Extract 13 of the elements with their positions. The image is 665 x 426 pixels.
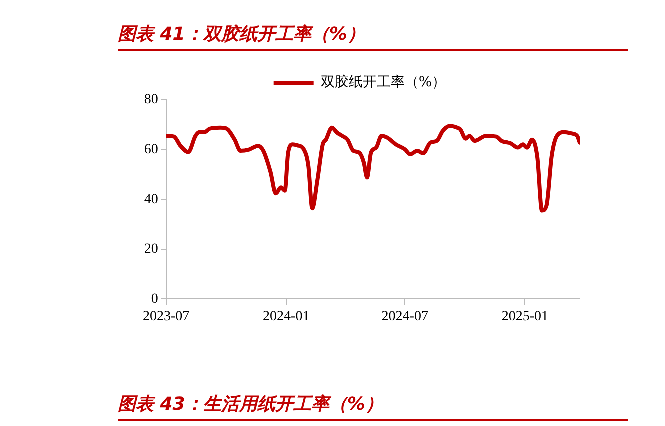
y-tick-label: 40: [144, 192, 158, 208]
x-tick-label: 2023-07: [142, 309, 190, 324]
x-tick-label: 2024-01: [263, 309, 310, 324]
line-series: [166, 124, 580, 213]
text: 图表 43：生活用纸开工率（%）: [118, 392, 628, 421]
chart-title: 图表 41：双胶纸开工率（%）: [118, 22, 628, 51]
legend-label: 双胶纸开工率（%）: [320, 74, 446, 91]
x-tick-label: 2024-07: [382, 309, 428, 324]
y-tick-label: 80: [144, 92, 158, 108]
y-tick-label: 60: [144, 142, 158, 158]
x-tick-label: 2025-01: [502, 309, 549, 324]
y-tick-label: 0: [151, 292, 158, 307]
y-tick-label: 20: [144, 242, 158, 258]
